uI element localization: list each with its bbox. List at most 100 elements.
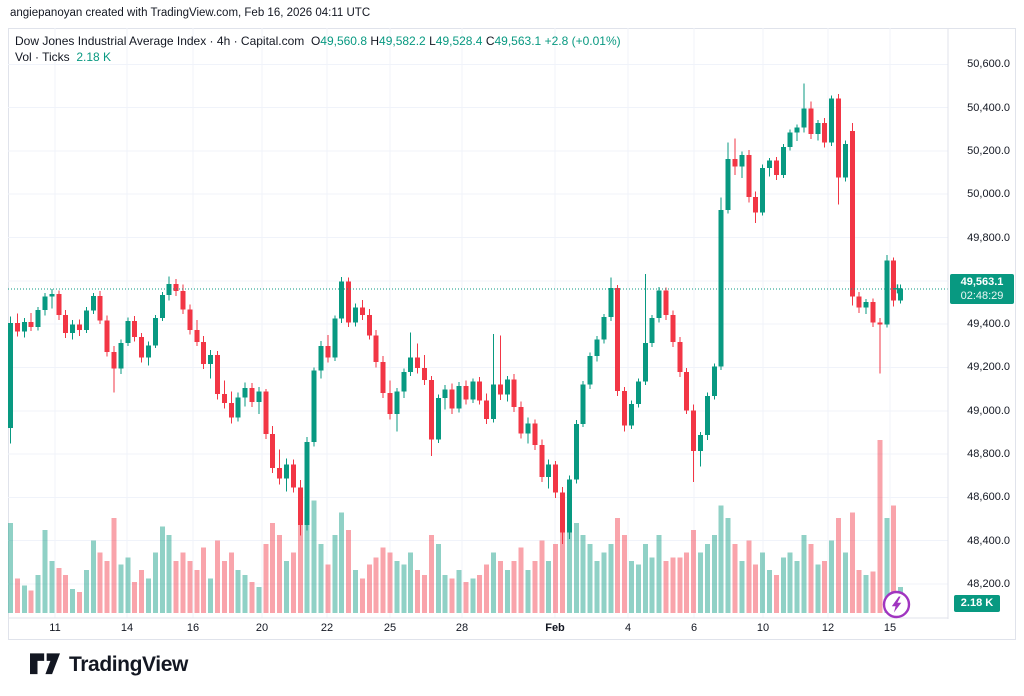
price-tick-label: 48,400.0 [967,534,1010,547]
volume-bar [594,561,600,613]
tradingview-logo[interactable]: TradingView [30,653,188,677]
price-tick-label: 50,000.0 [967,188,1010,201]
candle-body [339,281,345,319]
candle-body [297,487,303,526]
candle-body [836,98,841,178]
candle-body [608,287,614,318]
candle-body [842,143,848,178]
volume-bar [187,561,193,613]
candle-body [773,160,779,176]
volume-bar [801,535,807,613]
candle-body [56,293,62,316]
volume-bar [573,523,579,613]
volume-bar [208,578,214,613]
volume-bar [663,561,669,613]
open-value: 49,560.8 [320,34,367,48]
volume-bar [622,535,628,613]
volume-bar [111,517,117,613]
legend-symbol-row[interactable]: Dow Jones Industrial Average Index · 4h … [15,33,621,49]
volume-bar [435,543,441,613]
volume-bar [221,561,227,613]
time-tick-label: 11 [49,622,61,634]
candle-body [118,343,124,369]
candle-body [318,346,324,371]
candle-body [870,302,876,323]
volume-bar [601,552,607,613]
volume-bar [297,509,303,613]
volume-bar [870,571,876,613]
last-price-badge: 49,563.1 02:48:29 [950,274,1014,304]
volume-bar [511,561,517,613]
volume-bar [608,543,614,613]
time-tick-label: 28 [455,622,469,634]
candle-body [180,291,186,310]
candle-body [215,354,220,394]
candle-body [366,315,372,336]
candle-body [290,464,296,488]
bar-countdown: 02:48:29 [960,290,1004,302]
candle-body [125,320,131,344]
volume-bar [83,569,89,613]
flash-button[interactable] [882,590,911,619]
volume-bar [401,564,407,613]
candle-body [504,379,510,395]
time-tick-label: 15 [883,622,897,634]
candle-body [14,323,20,332]
volume-bar [725,517,731,613]
candle-body [449,389,455,409]
candle-body [8,323,13,429]
volume-bar [822,561,828,613]
volume-bar [104,561,110,613]
volume-bar [849,512,855,613]
volume-bar [332,535,338,613]
candle-body [767,160,772,168]
volume-bar [787,552,793,613]
volume-bar [753,564,759,613]
volume-bar [394,561,400,613]
volume-bar [235,569,241,613]
volume-bar [318,543,324,613]
volume-bar [97,552,103,613]
volume-bar [366,564,372,613]
volume-bar [442,574,448,613]
candle-body [83,310,89,331]
volume-bar [353,569,358,613]
volume-bar [739,561,745,613]
chart-area[interactable] [8,28,949,619]
volume-value: 2.18 K [76,50,112,64]
legend-volume-row[interactable]: Vol · Ticks 2.18 K [15,49,621,65]
volume-bar [746,540,752,613]
volume-bar [546,561,552,613]
candle-body [166,284,172,295]
volume-bar [118,564,124,613]
candle-body [649,318,655,344]
candle-body [698,435,703,451]
volume-bar [829,540,835,613]
candle-body [311,370,317,443]
time-tick-label: 20 [255,622,269,634]
volume-bar [422,574,427,613]
time-axis[interactable]: 11 14 16 20 22 25 28 Feb 4 6 10 12 15 [8,619,949,640]
volume-axis-badge: 2.18 K [954,595,1000,612]
candle-body [560,492,565,533]
symbol-title[interactable]: Dow Jones Industrial Average Index · 4h … [15,34,305,48]
candle-body [49,293,55,297]
volume-bar [560,517,565,613]
volume-bar [28,590,34,613]
candle-body [201,341,207,365]
candle-body [159,294,165,319]
candle-body [732,159,738,167]
candle-body [635,381,641,404]
volume-bar [159,526,165,613]
candle-body [387,393,393,415]
candle-body [566,479,572,533]
candle-body [97,296,103,321]
low-value: 49,528.4 [435,34,483,48]
candle-body [470,381,476,400]
volume-bar [339,512,345,613]
price-axis[interactable]: 50,600.0 50,400.0 50,200.0 50,000.0 49,800.0… [949,28,1016,618]
volume-bar [580,535,586,613]
volume-bar [504,569,510,613]
candle-body [808,108,814,135]
candle-body [187,309,193,331]
